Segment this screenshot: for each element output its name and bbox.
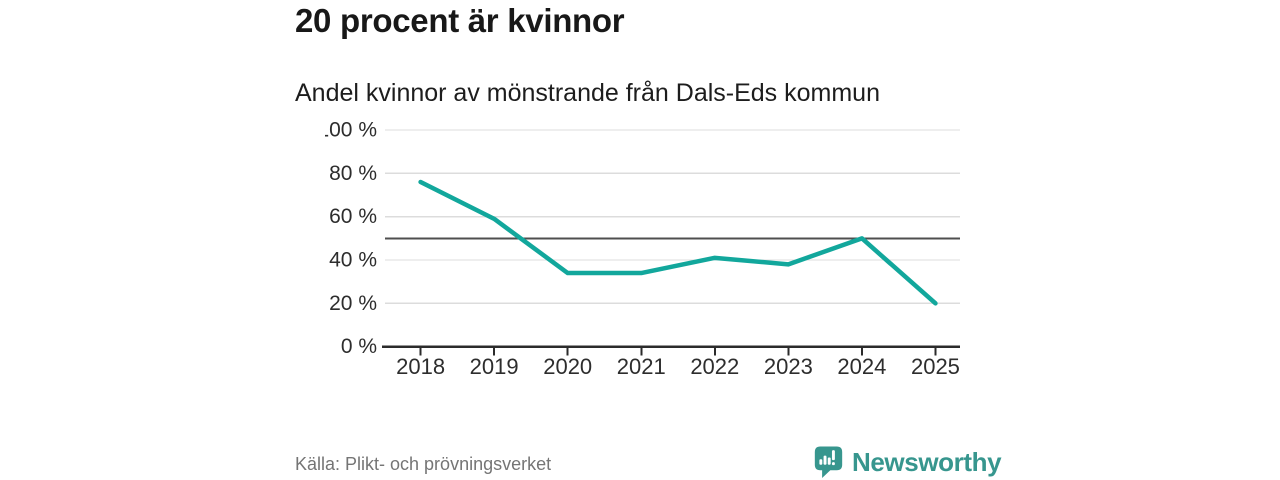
x-axis-tick-label: 2024 [837,354,886,379]
chart-subtitle: Andel kvinnor av mönstrande från Dals-Ed… [295,79,880,107]
x-axis-tick-label: 2019 [470,354,519,379]
source-caption: Källa: Plikt- och prövningsverket [295,454,552,474]
x-axis-tick-label: 2020 [543,354,592,379]
newsworthy-wordmark: Newsworthy [852,446,1002,477]
x-axis-tick-label: 2023 [764,354,813,379]
y-axis-tick-label: 40 % [329,249,377,272]
x-axis-tick-label: 2022 [690,354,739,379]
chart-title: 20 procent är kvinnor [295,2,625,39]
x-axis-tick-label: 2021 [617,354,666,379]
line-chart: 0 % 20 % 40 % 60 % 80 % 100 % 2018 2019 2020 2021… [325,119,960,379]
y-axis-tick-label: 20 % [329,292,377,315]
y-axis-tick-label: 60 % [329,205,377,228]
x-axis-tick-label: 2018 [396,354,445,379]
newsworthy-logo: Newsworthy [813,444,1002,480]
y-axis-tick-label: 100 % [325,119,377,142]
data-line-andel-kvinnor [418,179,938,306]
y-axis-tick-label: 80 % [329,162,377,185]
speech-bubble-barchart-icon [814,446,843,478]
x-axis-tick-label: 2025 [911,354,960,379]
y-axis-tick-label: 0 % [341,335,377,358]
